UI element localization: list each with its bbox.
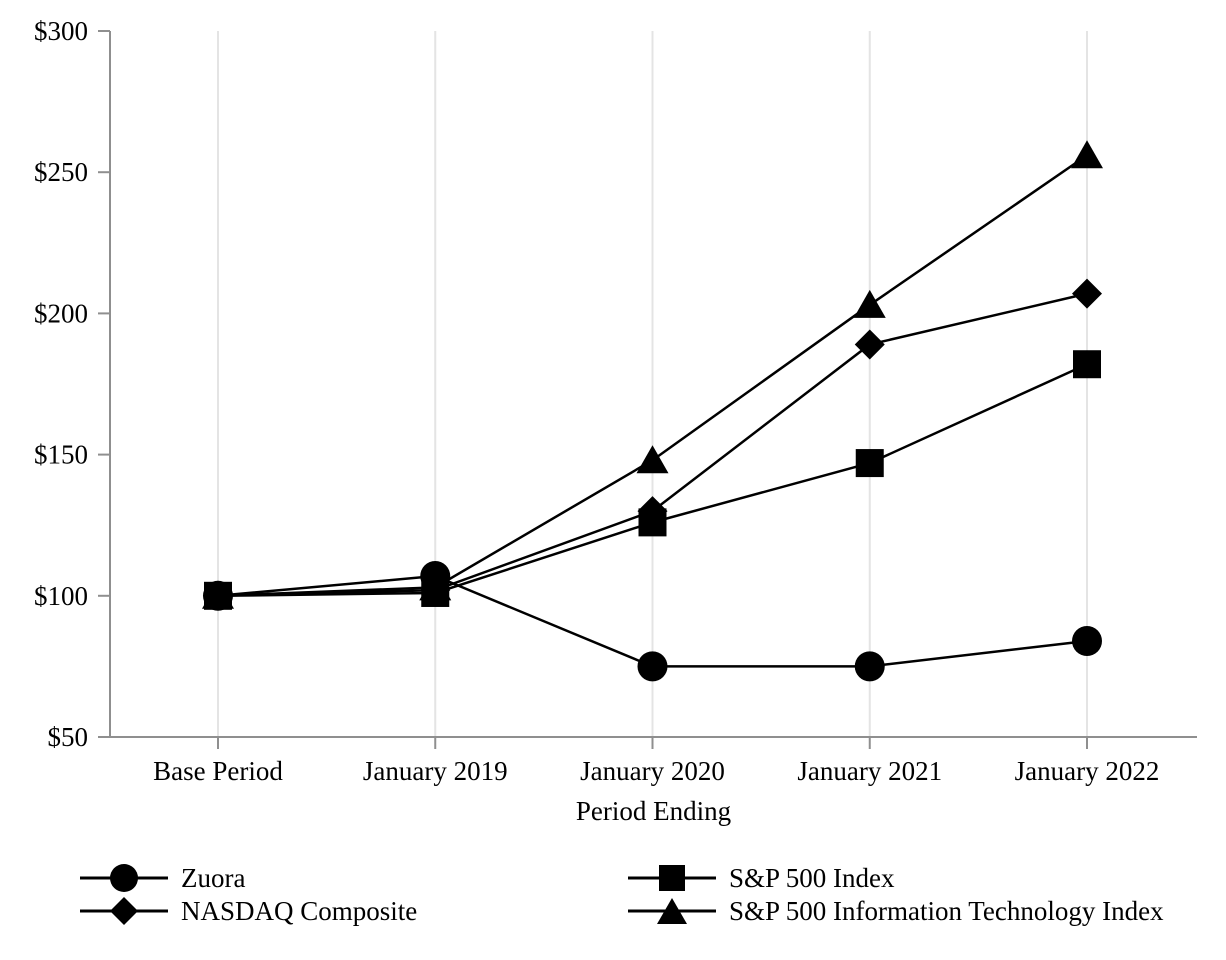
- data-point-diamond: [854, 329, 885, 360]
- square-marker-icon: [628, 865, 716, 891]
- legend-label: S&P 500 Information Technology Index: [729, 896, 1164, 926]
- data-point-circle: [1072, 625, 1102, 656]
- x-category-label: January 2021: [797, 756, 942, 786]
- x-category-label: January 2022: [1015, 756, 1160, 786]
- y-tick-label: $50: [48, 722, 89, 752]
- y-tick-label: $100: [34, 581, 88, 611]
- data-point-square: [855, 449, 884, 478]
- data-point-square: [1073, 350, 1101, 379]
- data-point-diamond: [1072, 278, 1102, 309]
- triangle-marker-icon: [628, 898, 716, 924]
- legend-item-zuora: Zuora: [78, 862, 245, 894]
- legend-item-sp500-index: S&P 500 Index: [626, 862, 895, 894]
- data-point-triangle: [636, 445, 669, 474]
- data-point-square: [421, 578, 450, 607]
- circle-marker-icon: [80, 864, 168, 892]
- data-point-triangle: [853, 289, 886, 318]
- y-tick-label: $300: [34, 16, 88, 46]
- y-tick-label: $150: [34, 440, 88, 470]
- diamond-marker-icon: [80, 897, 168, 925]
- data-point-circle: [854, 651, 885, 682]
- legend-item-nasdaq-composite: NASDAQ Composite: [78, 895, 417, 927]
- data-point-circle: [637, 651, 668, 682]
- x-category-label: Base Period: [153, 756, 283, 786]
- legend-label: Zuora: [181, 863, 246, 893]
- data-point-square: [638, 508, 667, 537]
- x-axis-title: Period Ending: [576, 796, 731, 826]
- legend-label: S&P 500 Index: [729, 863, 895, 893]
- x-category-label: January 2020: [580, 756, 725, 786]
- y-tick-label: $250: [34, 157, 88, 187]
- y-tick-label: $200: [34, 298, 88, 328]
- legend-item-sp500-it-index: S&P 500 Information Technology Index: [626, 895, 1164, 927]
- legend-label: NASDAQ Composite: [181, 896, 418, 926]
- data-point-square: [204, 581, 232, 610]
- data-point-triangle: [1071, 140, 1103, 169]
- x-category-label: January 2019: [363, 756, 508, 786]
